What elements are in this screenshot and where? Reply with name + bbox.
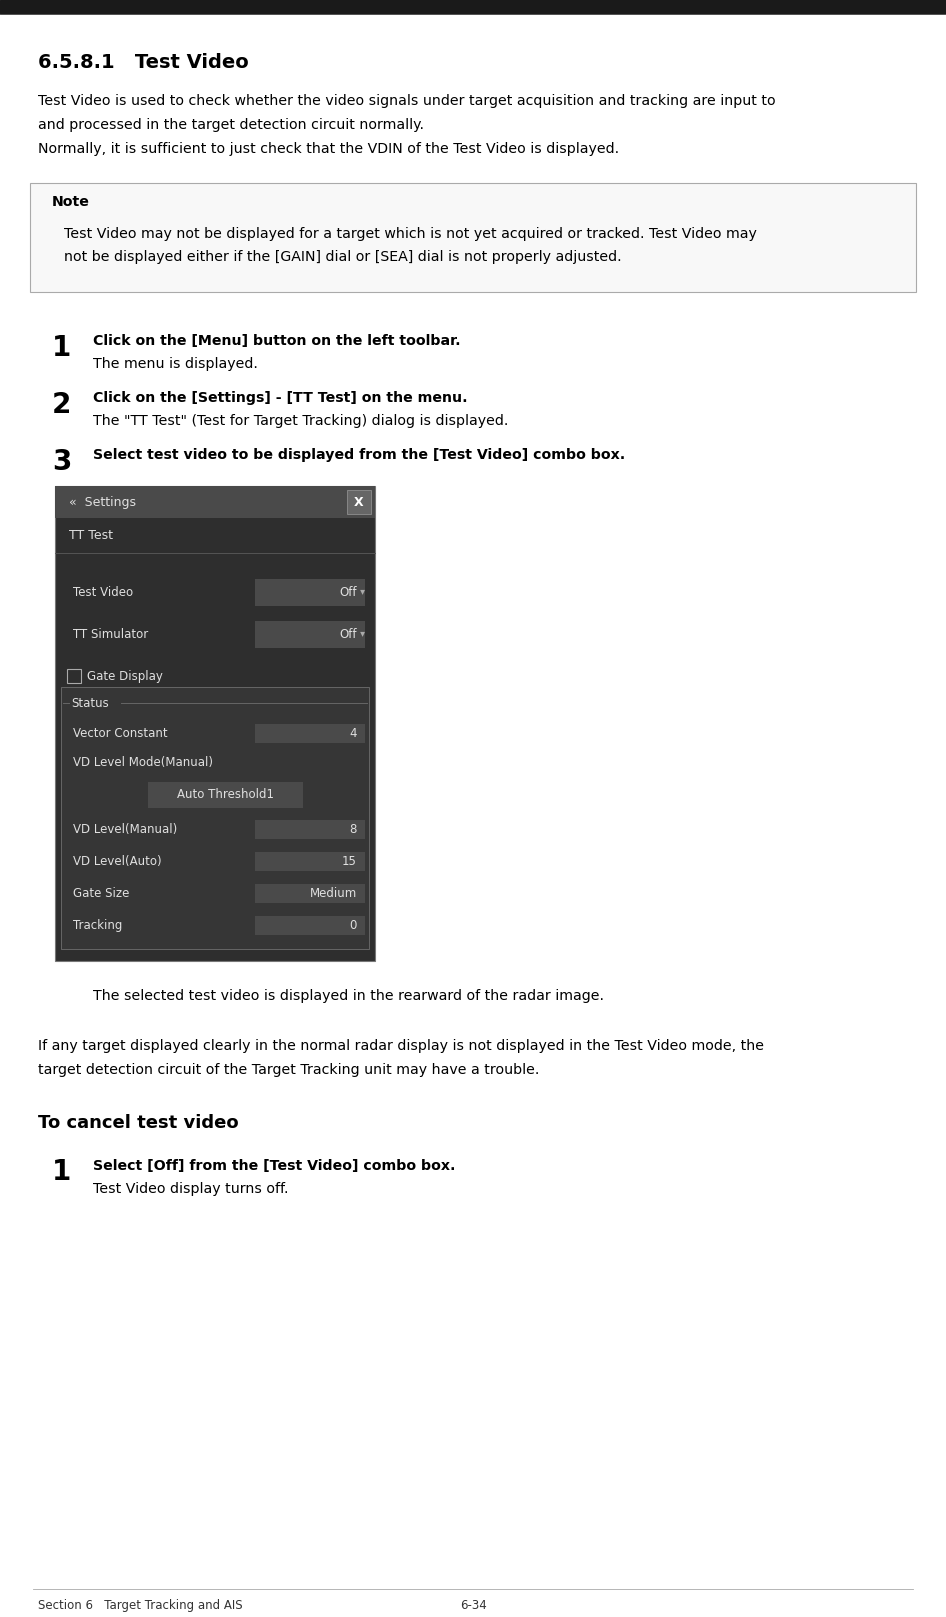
Text: target detection circuit of the Target Tracking unit may have a trouble.: target detection circuit of the Target T… <box>38 1062 539 1077</box>
Text: The "TT Test" (Test for Target Tracking) dialog is displayed.: The "TT Test" (Test for Target Tracking)… <box>93 414 508 429</box>
Text: Medium: Medium <box>309 888 357 901</box>
Bar <box>30 183 916 293</box>
Text: Section 6   Target Tracking and AIS: Section 6 Target Tracking and AIS <box>38 1599 242 1612</box>
Text: and processed in the target detection circuit normally.: and processed in the target detection ci… <box>38 118 424 133</box>
Text: 1: 1 <box>52 335 71 362</box>
Text: 6-34: 6-34 <box>460 1599 486 1612</box>
Text: Click on the [Settings] - [TT Test] on the menu.: Click on the [Settings] - [TT Test] on t… <box>93 391 467 404</box>
Text: 6.5.8.1   Test Video: 6.5.8.1 Test Video <box>38 52 249 71</box>
Text: 8: 8 <box>350 823 357 836</box>
Text: Test Video may not be displayed for a target which is not yet acquired or tracke: Test Video may not be displayed for a ta… <box>64 226 757 241</box>
Text: Test Video: Test Video <box>73 585 133 598</box>
Bar <box>255 723 365 744</box>
Text: Tracking: Tracking <box>73 918 122 931</box>
Text: Select [Off] from the [Test Video] combo box.: Select [Off] from the [Test Video] combo… <box>93 1158 456 1172</box>
Bar <box>255 621 365 647</box>
Text: Note: Note <box>52 196 90 209</box>
Bar <box>255 915 365 935</box>
Text: ▾: ▾ <box>357 587 365 598</box>
Bar <box>255 820 365 839</box>
Bar <box>55 487 375 962</box>
Text: Normally, it is sufficient to just check that the VDIN of the Test Video is disp: Normally, it is sufficient to just check… <box>38 142 619 155</box>
Text: not be displayed either if the [GAIN] dial or [SEA] dial is not properly adjuste: not be displayed either if the [GAIN] di… <box>64 251 622 264</box>
Text: The selected test video is displayed in the rearward of the radar image.: The selected test video is displayed in … <box>93 990 604 1004</box>
Text: To cancel test video: To cancel test video <box>38 1114 238 1132</box>
Text: Click on the [Menu] button on the left toolbar.: Click on the [Menu] button on the left t… <box>93 335 461 348</box>
Bar <box>55 487 375 519</box>
Bar <box>0 0 946 13</box>
Text: Auto Threshold1: Auto Threshold1 <box>177 789 273 802</box>
Text: VD Level(Auto): VD Level(Auto) <box>73 855 162 868</box>
Text: Vector Constant: Vector Constant <box>73 728 167 741</box>
Bar <box>347 490 371 514</box>
Text: ▾: ▾ <box>357 629 365 639</box>
Bar <box>255 883 365 904</box>
Text: 15: 15 <box>342 855 357 868</box>
Bar <box>61 687 369 949</box>
Text: Gate Size: Gate Size <box>73 888 130 901</box>
Text: Test Video display turns off.: Test Video display turns off. <box>93 1182 289 1197</box>
Text: 1: 1 <box>52 1158 71 1187</box>
Text: Off: Off <box>340 585 357 598</box>
Text: Select test video to be displayed from the [Test Video] combo box.: Select test video to be displayed from t… <box>93 448 625 462</box>
Text: 4: 4 <box>349 728 357 741</box>
Text: TT Simulator: TT Simulator <box>73 627 149 640</box>
Text: Status: Status <box>71 697 109 710</box>
Text: The menu is displayed.: The menu is displayed. <box>93 357 258 372</box>
Text: VD Level(Manual): VD Level(Manual) <box>73 823 177 836</box>
Text: 3: 3 <box>52 448 71 475</box>
Text: Off: Off <box>340 627 357 640</box>
Text: X: X <box>354 496 364 509</box>
Bar <box>67 669 81 684</box>
Text: 0: 0 <box>350 918 357 931</box>
Bar <box>148 783 303 807</box>
Bar <box>255 579 365 605</box>
Text: TT Test: TT Test <box>69 529 113 542</box>
Text: 2: 2 <box>52 391 71 419</box>
Text: VD Level Mode(Manual): VD Level Mode(Manual) <box>73 757 213 770</box>
Bar <box>255 852 365 872</box>
Text: Test Video is used to check whether the video signals under target acquisition a: Test Video is used to check whether the … <box>38 94 776 108</box>
Text: «  Settings: « Settings <box>69 496 136 509</box>
Text: If any target displayed clearly in the normal radar display is not displayed in : If any target displayed clearly in the n… <box>38 1040 764 1054</box>
Text: Gate Display: Gate Display <box>87 669 163 682</box>
